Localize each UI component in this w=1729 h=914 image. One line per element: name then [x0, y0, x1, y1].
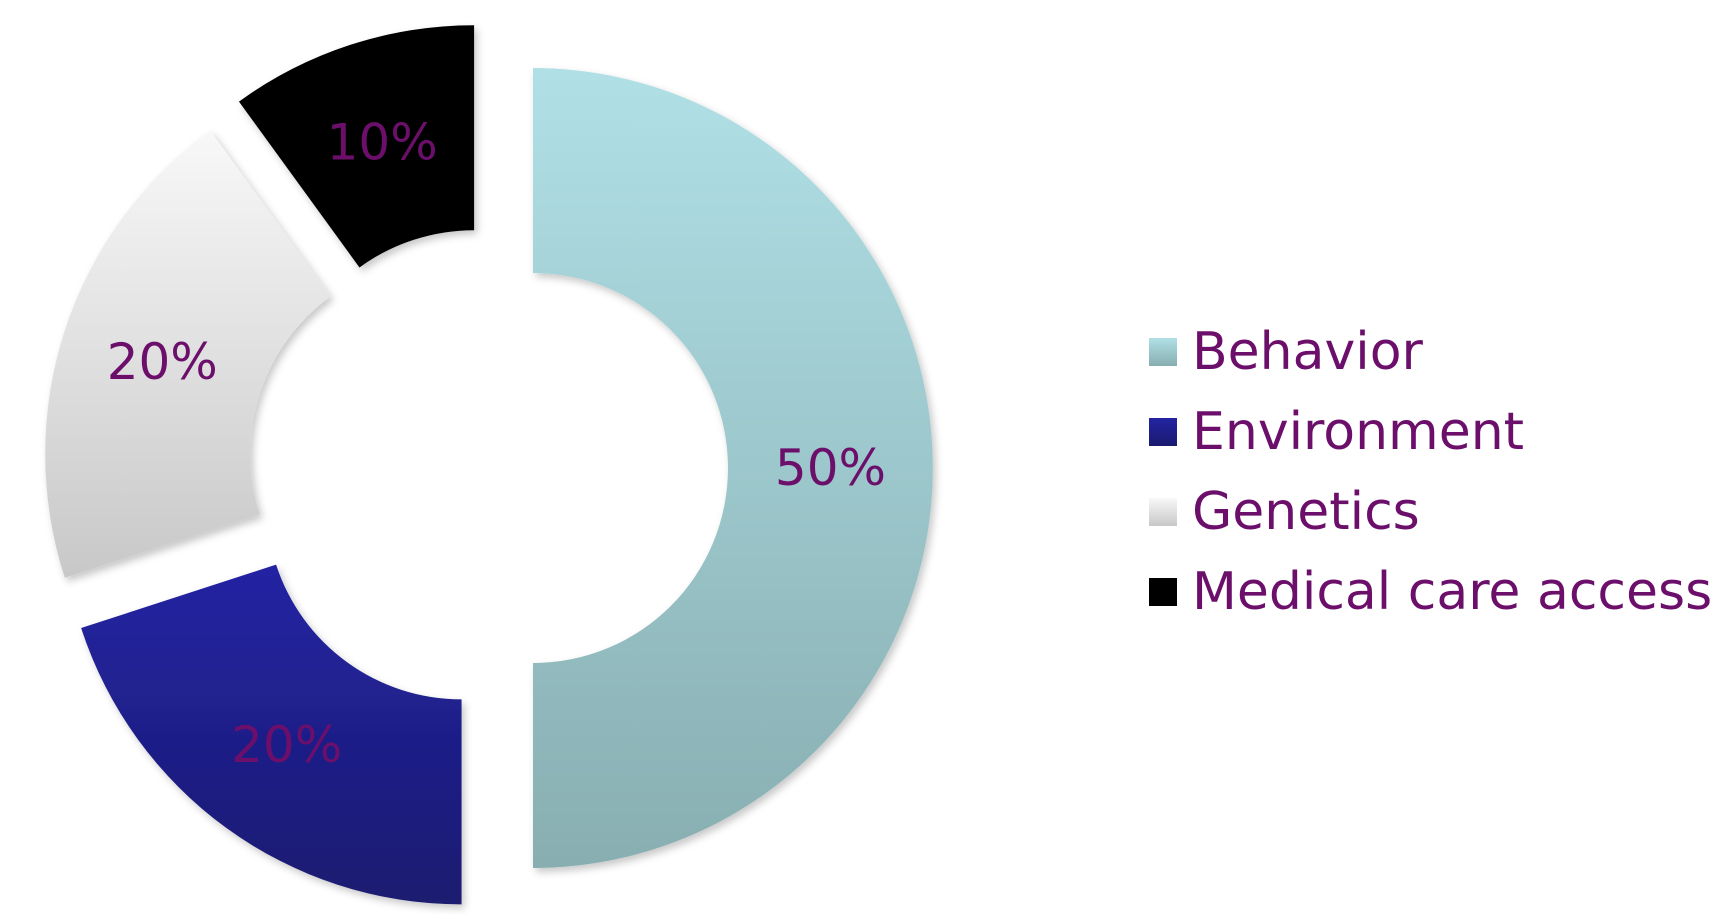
legend-swatch-genetics — [1149, 498, 1177, 526]
legend-item-medical-care-access: Medical care access — [1149, 552, 1712, 632]
legend-swatch-behavior — [1149, 338, 1177, 366]
slice-environment — [81, 564, 462, 905]
legend-label-environment: Environment — [1192, 402, 1525, 462]
chart-legend: Behavior Environment Genetics Medical ca… — [1149, 312, 1712, 632]
slice-genetics — [45, 130, 331, 578]
legend-item-genetics: Genetics — [1149, 472, 1712, 552]
data-label-medical-care-access: 10% — [327, 113, 438, 171]
legend-swatch-environment — [1149, 418, 1177, 446]
data-label-genetics: 20% — [107, 333, 218, 391]
legend-item-behavior: Behavior — [1149, 312, 1712, 392]
legend-label-behavior: Behavior — [1192, 322, 1423, 382]
legend-label-genetics: Genetics — [1192, 482, 1420, 542]
data-label-behavior: 50% — [775, 439, 886, 497]
legend-swatch-medical-care-access — [1149, 578, 1177, 606]
slice-medical-care-access — [238, 25, 475, 268]
legend-label-medical-care-access: Medical care access — [1192, 562, 1713, 622]
legend-item-environment: Environment — [1149, 392, 1712, 472]
data-label-environment: 20% — [231, 716, 342, 774]
slice-behavior — [533, 68, 933, 868]
